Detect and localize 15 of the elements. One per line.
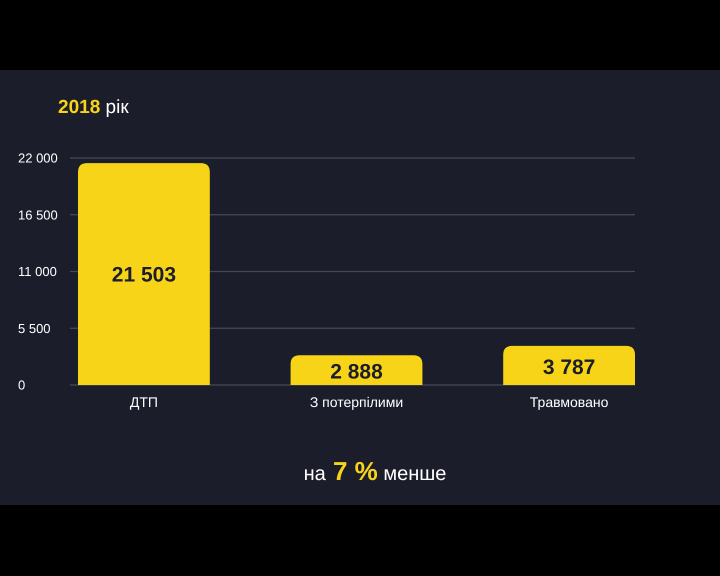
text: на 7 % менше bbox=[304, 456, 446, 486]
y-tick-label: 11 000 bbox=[18, 264, 57, 280]
y-tick-label: 0 bbox=[18, 378, 26, 393]
chart-title: 2018 рік bbox=[58, 97, 130, 118]
x-tick-label: Травмовано bbox=[530, 394, 609, 410]
y-tick-label: 5 500 bbox=[18, 320, 51, 336]
bar bbox=[503, 346, 635, 385]
y-tick-label: 16 500 bbox=[18, 207, 58, 222]
data-label: 3 787 bbox=[542, 356, 596, 379]
bar bbox=[78, 163, 210, 385]
data-label: 2 888 bbox=[330, 360, 384, 384]
data-label: 21 503 bbox=[112, 263, 176, 286]
x-tick-label: ДТП bbox=[130, 394, 158, 410]
x-tick-label: З потерпілими bbox=[310, 394, 404, 410]
y-tick-label: 22 000 bbox=[18, 150, 58, 166]
